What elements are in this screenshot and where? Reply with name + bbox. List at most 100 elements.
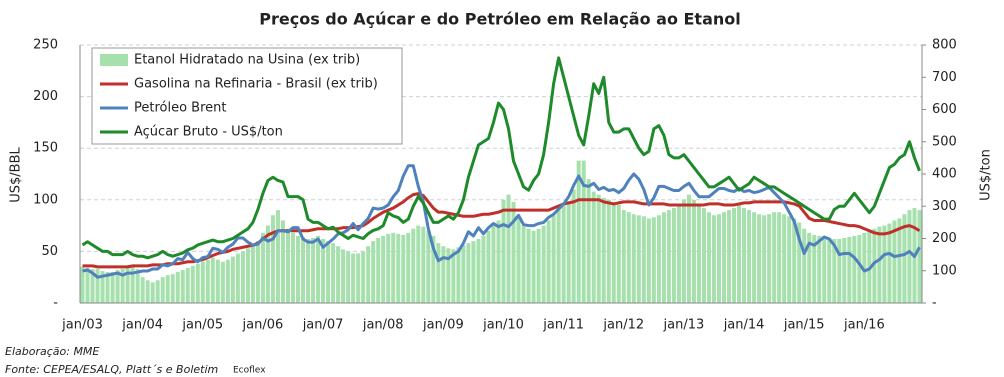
x-tick-label: jan/05 (181, 318, 223, 333)
x-tick-label: jan/04 (121, 318, 163, 333)
bar (862, 232, 867, 303)
bar (556, 208, 561, 303)
bar (230, 256, 235, 303)
bar (265, 225, 270, 303)
y2-tick-label: 100 (932, 263, 957, 278)
bar (451, 249, 456, 303)
bar (807, 232, 812, 303)
bar (706, 212, 711, 303)
y-tick-label: 50 (41, 244, 58, 259)
bar (566, 201, 571, 303)
bar (145, 280, 150, 303)
bar (571, 189, 576, 303)
bar (882, 225, 887, 303)
bar (95, 268, 100, 303)
bar (717, 214, 722, 303)
bar (401, 234, 406, 303)
bar (892, 220, 897, 303)
y2-tick-label: 500 (932, 134, 957, 149)
bar (371, 241, 376, 303)
bar (140, 277, 145, 303)
y-tick-label: 150 (33, 141, 58, 156)
bar (491, 225, 496, 303)
bar (90, 268, 95, 303)
bar (581, 160, 586, 303)
bar (501, 199, 506, 303)
bar (155, 280, 160, 303)
bar (165, 275, 170, 303)
bar (195, 263, 200, 303)
bar (727, 210, 732, 303)
bar (331, 243, 336, 303)
bar (275, 210, 280, 303)
bar (321, 239, 326, 303)
bar (511, 201, 516, 303)
bar (341, 249, 346, 303)
bar (701, 208, 706, 303)
x-tick-label: jan/11 (542, 318, 584, 333)
bar (351, 253, 356, 303)
bar (551, 215, 556, 303)
bar (837, 239, 842, 303)
x-tick-label: jan/10 (482, 318, 524, 333)
bar (190, 265, 195, 303)
bar (877, 226, 882, 303)
bar (235, 253, 240, 303)
y2-tick-label: 200 (932, 231, 957, 246)
bar (396, 233, 401, 303)
bar (150, 282, 155, 303)
bar (406, 232, 411, 303)
x-tick-label: jan/16 (843, 318, 885, 333)
bar (722, 212, 727, 303)
bar (686, 194, 691, 303)
bar (762, 215, 767, 303)
legend-box (91, 47, 403, 145)
bar (656, 215, 661, 303)
bar (456, 247, 461, 303)
bar (767, 214, 772, 303)
bar (225, 259, 230, 303)
x-tick-label: jan/03 (61, 318, 103, 333)
y-tick-label: 200 (33, 89, 58, 104)
legend-label: Açúcar Bruto - US$/ton (134, 125, 283, 140)
footnote: Elaboração: MME (5, 345, 99, 358)
bar (220, 261, 225, 303)
bar (421, 226, 426, 303)
bar (546, 220, 551, 303)
y2-tick-label: 600 (932, 102, 957, 117)
bar (516, 215, 521, 303)
y2-tick-label: 700 (932, 70, 957, 85)
bar (681, 199, 686, 303)
bar (185, 267, 190, 303)
bar (301, 236, 306, 303)
bar (175, 272, 180, 303)
bar (526, 228, 531, 303)
bar (777, 212, 782, 303)
x-tick-label: jan/09 (422, 318, 464, 333)
bar (240, 251, 245, 303)
x-tick-label: jan/15 (783, 318, 825, 333)
bar (832, 239, 837, 303)
bar (446, 248, 451, 303)
bar (757, 214, 762, 303)
bar (646, 218, 651, 303)
bar (441, 246, 446, 303)
y2-tick-label: 300 (932, 199, 957, 214)
bar (376, 237, 381, 303)
bar (897, 218, 902, 303)
bar (476, 239, 481, 303)
bar (326, 241, 331, 303)
bar (872, 228, 877, 303)
chart-title: Preços do Açúcar e do Petróleo em Relaçã… (259, 10, 741, 29)
bar (606, 199, 611, 303)
bar (661, 212, 666, 303)
bar (887, 223, 892, 303)
bar (210, 257, 215, 303)
bar (260, 232, 265, 303)
bar (536, 228, 541, 303)
bar (366, 246, 371, 303)
legend-label: Etanol Hidratado na Usina (ex trib) (134, 53, 360, 68)
y2-tick-label: 400 (932, 167, 957, 182)
bar (737, 204, 742, 303)
bar (541, 225, 546, 303)
